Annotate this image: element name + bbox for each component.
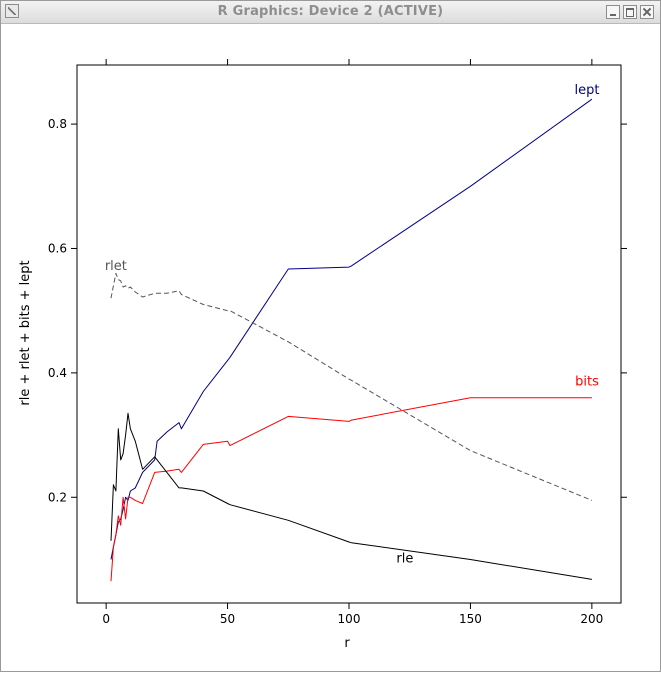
series-line-rlet bbox=[110, 272, 593, 501]
minimize-button[interactable] bbox=[606, 5, 620, 19]
plot-frame bbox=[76, 64, 622, 604]
x-tick-label-50: 50 bbox=[220, 612, 235, 626]
x-tick-label-200: 200 bbox=[580, 612, 603, 626]
plot-frame-group bbox=[76, 64, 622, 604]
window-title: R Graphics: Device 2 (ACTIVE) bbox=[217, 4, 444, 19]
series-labels-group: lept rlet bits rle bbox=[105, 83, 600, 566]
series-label-rlet: rlet bbox=[105, 259, 127, 274]
series-group bbox=[110, 98, 593, 582]
close-button[interactable] bbox=[640, 5, 654, 19]
series-label-rle: rle bbox=[396, 552, 413, 567]
title-bar[interactable]: R Graphics: Device 2 (ACTIVE) bbox=[1, 1, 660, 24]
x-axis-label: r bbox=[344, 636, 350, 651]
y-axis-label: rle + rlet + bits + lept bbox=[18, 260, 33, 405]
y-tick-label-0.2: 0.2 bbox=[48, 490, 67, 504]
app-icon[interactable] bbox=[5, 4, 19, 18]
y-tick-label-0.6: 0.6 bbox=[48, 241, 67, 255]
series-line-rle bbox=[110, 412, 592, 580]
y-tick-label-0.8: 0.8 bbox=[48, 117, 67, 131]
y-tick-label-0.4: 0.4 bbox=[48, 366, 67, 380]
series-label-bits: bits bbox=[575, 374, 599, 389]
plot-area: 0 50 100 150 200 0.2 0.4 0.6 0.8 lept rlet bits rle… bbox=[1, 24, 660, 671]
x-tick-label-150: 150 bbox=[459, 612, 482, 626]
series-line-bits bbox=[110, 397, 592, 582]
x-tick-label-100: 100 bbox=[338, 612, 361, 626]
series-label-lept: lept bbox=[575, 83, 600, 98]
maximize-button[interactable] bbox=[623, 5, 637, 19]
x-tick-label-0: 0 bbox=[102, 612, 110, 626]
axis-ticks-group: 0 50 100 150 200 0.2 0.4 0.6 0.8 bbox=[48, 59, 627, 626]
series-line-lept bbox=[110, 98, 593, 560]
